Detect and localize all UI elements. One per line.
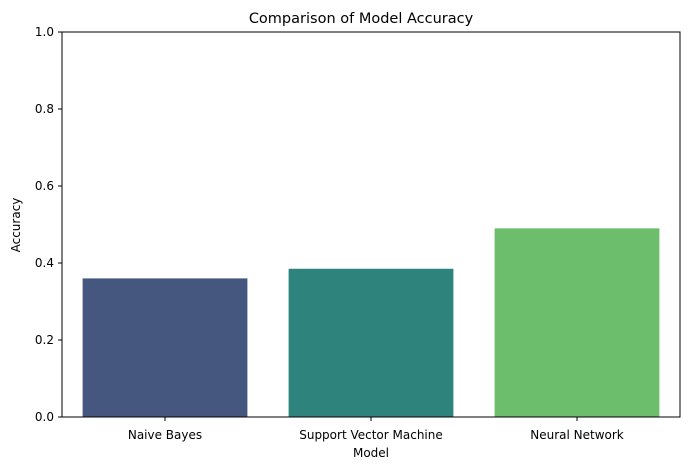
chart-title: Comparison of Model Accuracy [249, 11, 474, 27]
y-tick-label: 0.0 [35, 410, 54, 424]
x-tick-label: Neural Network [530, 428, 624, 442]
bar-neural-network [494, 228, 660, 417]
y-tick-label: 1.0 [35, 25, 54, 39]
y-axis-label: Accuracy [9, 198, 23, 253]
y-tick-label: 0.6 [35, 179, 54, 193]
plot-frame [61, 31, 681, 418]
y-tick-label: 0.4 [35, 256, 54, 270]
y-tick-label: 0.8 [35, 102, 54, 116]
x-tick-label: Support Vector Machine [299, 428, 443, 442]
x-axis: Naive Bayes Support Vector Machine Neural … [128, 417, 624, 442]
bar-naive-bayes [82, 278, 248, 417]
y-axis: 0.0 0.2 0.4 0.6 0.8 1.0 [35, 25, 62, 424]
y-tick-label: 0.2 [35, 333, 54, 347]
x-axis-label: Model [353, 446, 389, 460]
bars-group [82, 228, 660, 417]
bar-support-vector-machine [288, 268, 454, 417]
x-tick-label: Naive Bayes [128, 428, 202, 442]
